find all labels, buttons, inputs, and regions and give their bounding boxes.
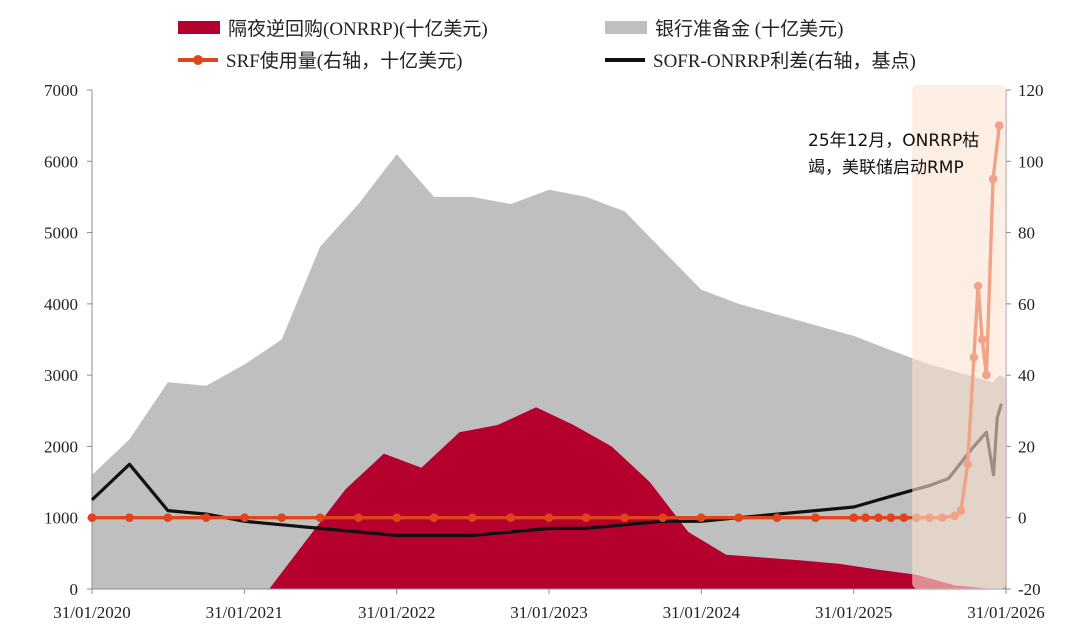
legend-onrrp: 隔夜逆回购(ONRRP)(十亿美元): [178, 14, 488, 41]
srf-point: [87, 513, 97, 522]
left-tick-label: 2000: [44, 437, 78, 456]
srf-point: [772, 513, 782, 522]
highlight-band: [912, 85, 1006, 589]
onrrp-area: [92, 407, 1006, 589]
legend-srf-label: SRF使用量(右轴，十亿美元): [226, 51, 463, 72]
annotation-line-1: 25年12月，ONRRP枯: [808, 131, 980, 151]
reserves-area: [92, 154, 1006, 589]
srf-point: [506, 513, 515, 522]
legend-srf-swatch: [178, 53, 218, 67]
chart-annotation: 25年12月，ONRRP枯 竭，美联储启动RMP: [808, 128, 979, 182]
right-tick-label: 100: [1018, 152, 1044, 171]
legend-reserves-label: 银行准备金 (十亿美元): [655, 19, 844, 40]
right-tick-label: 60: [1018, 295, 1035, 314]
srf-point: [811, 513, 820, 522]
x-tick-label: 31/01/2020: [53, 603, 130, 622]
right-tick-label: 80: [1018, 224, 1035, 243]
right-tick-label: 40: [1018, 366, 1035, 385]
legend-spread: SOFR-ONRRP利差(右轴，基点): [605, 46, 916, 73]
srf-point: [886, 513, 896, 522]
legend-onrrp-label: 隔夜逆回购(ONRRP)(十亿美元): [228, 19, 488, 40]
srf-point: [620, 513, 629, 522]
right-tick-label: 0: [1018, 509, 1027, 528]
srf-point: [874, 513, 883, 522]
srf-point: [354, 513, 363, 522]
srf-point: [734, 513, 743, 522]
left-tick-label: 0: [70, 580, 79, 599]
legend-spread-label: SOFR-ONRRP利差(右轴，基点): [653, 51, 916, 72]
srf-point: [392, 513, 402, 522]
srf-point: [125, 513, 134, 522]
left-tick-label: 3000: [44, 366, 78, 385]
srf-point: [240, 513, 249, 522]
left-tick-label: 5000: [44, 224, 78, 243]
left-tick-label: 7000: [44, 81, 78, 100]
left-tick-label: 6000: [44, 152, 78, 171]
srf-point: [315, 513, 325, 522]
annotation-line-2: 竭，美联储启动RMP: [808, 158, 964, 178]
right-tick-label: 20: [1018, 437, 1035, 456]
left-tick-label: 4000: [44, 295, 78, 314]
srf-point: [163, 513, 173, 522]
x-tick-label: 31/01/2023: [510, 603, 587, 622]
srf-point: [696, 513, 706, 522]
x-tick-label: 31/01/2022: [358, 603, 435, 622]
right-tick-label: 120: [1018, 81, 1044, 100]
legend-reserves: 银行准备金 (十亿美元): [605, 14, 843, 41]
legend-srf: SRF使用量(右轴，十亿美元): [178, 46, 462, 73]
srf-point: [581, 513, 591, 522]
x-tick-label: 31/01/2025: [815, 603, 892, 622]
legend-onrrp-swatch: [178, 21, 220, 34]
srf-point: [544, 513, 554, 522]
srf-point: [468, 513, 477, 522]
legend-reserves-swatch: [605, 21, 647, 34]
x-tick-label: 31/01/2026: [967, 603, 1044, 622]
x-tick-label: 31/01/2021: [206, 603, 283, 622]
srf-point: [658, 513, 668, 522]
axes-layer: 0 1000 2000 3000 4000 5000 6000 7000 -20 0 20 40 60 8…: [44, 81, 1045, 622]
srf-point: [899, 513, 909, 522]
srf-point: [429, 513, 439, 522]
left-tick-label: 1000: [44, 509, 78, 528]
x-tick-label: 31/01/2024: [663, 603, 741, 622]
srf-point: [202, 513, 211, 522]
srf-point: [861, 513, 870, 522]
srf-point: [849, 513, 859, 522]
legend-spread-swatch: [605, 53, 645, 67]
right-tick-label: -20: [1018, 580, 1041, 599]
area-layer: [92, 154, 1006, 589]
srf-point: [277, 513, 287, 522]
